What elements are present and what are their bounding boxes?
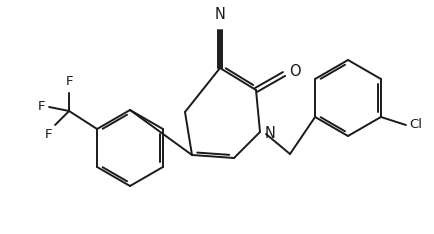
Text: O: O bbox=[289, 65, 301, 80]
Text: N: N bbox=[214, 7, 225, 22]
Text: F: F bbox=[38, 100, 45, 113]
Text: N: N bbox=[265, 125, 276, 140]
Text: Cl: Cl bbox=[409, 118, 422, 132]
Text: F: F bbox=[45, 128, 52, 141]
Text: F: F bbox=[66, 75, 73, 88]
